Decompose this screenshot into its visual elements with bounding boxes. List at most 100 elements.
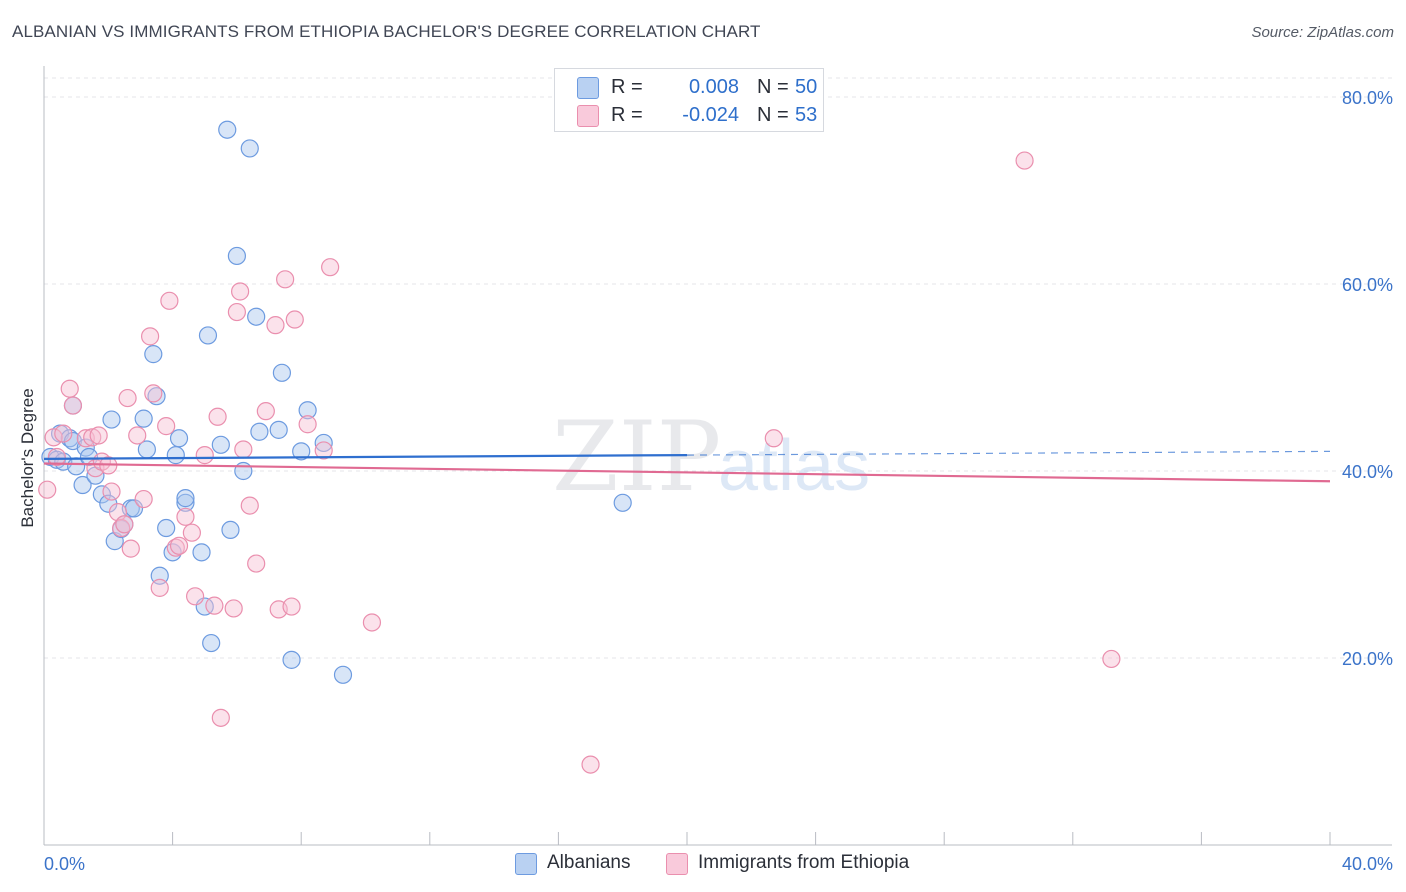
x-tick-label: 0.0% bbox=[44, 854, 85, 874]
point-ethiopia bbox=[47, 447, 66, 467]
point-ethiopia bbox=[121, 539, 140, 558]
legend-r-label: R = bbox=[611, 104, 643, 126]
legend-n-label: N = bbox=[757, 104, 789, 126]
point-ethiopia bbox=[314, 441, 333, 460]
point-ethiopia bbox=[160, 291, 179, 310]
point-ethiopia bbox=[211, 708, 230, 727]
source-label: Source: ZipAtlas.com bbox=[1251, 24, 1394, 41]
point-albanians bbox=[314, 433, 333, 453]
point-albanians bbox=[73, 475, 92, 495]
point-ethiopia bbox=[38, 480, 57, 499]
point-ethiopia bbox=[186, 587, 205, 606]
watermark-zip: ZIP bbox=[552, 401, 721, 513]
point-albanians bbox=[234, 461, 253, 481]
point-ethiopia bbox=[240, 496, 259, 515]
point-albanians bbox=[292, 442, 311, 461]
legend-swatch-blue bbox=[577, 77, 599, 99]
point-ethiopia bbox=[362, 613, 382, 632]
watermark-atlas: atlas bbox=[718, 426, 870, 506]
point-albanians bbox=[221, 520, 240, 540]
legend-n-value: 50 bbox=[795, 76, 818, 98]
point-albanians bbox=[166, 446, 185, 465]
x-tick-label: 40.0% bbox=[1342, 854, 1393, 874]
trend-line-ethiopia bbox=[43, 462, 1331, 483]
point-albanians bbox=[134, 409, 153, 428]
chart-title: ALBANIAN VS IMMIGRANTS FROM ETHIOPIA BAC… bbox=[12, 22, 761, 41]
legend-r-value: 0.008 bbox=[688, 76, 739, 98]
point-ethiopia bbox=[128, 426, 147, 445]
point-ethiopia bbox=[118, 388, 137, 408]
legend-r-value: -0.024 bbox=[682, 104, 739, 126]
point-ethiopia bbox=[266, 316, 285, 335]
point-albanians bbox=[227, 246, 246, 266]
point-ethiopia bbox=[224, 599, 243, 618]
point-albanians bbox=[176, 493, 195, 512]
point-ethiopia bbox=[63, 396, 83, 415]
point-ethiopia bbox=[134, 489, 153, 509]
point-ethiopia bbox=[1102, 649, 1121, 669]
y-axis-title: Bachelor's Degree bbox=[18, 388, 37, 528]
bottom-legend-swatch-blue bbox=[515, 853, 537, 875]
point-albanians bbox=[169, 429, 189, 448]
point-ethiopia bbox=[208, 407, 227, 426]
point-ethiopia bbox=[276, 270, 295, 289]
legend-r-label: R = bbox=[611, 76, 643, 98]
point-ethiopia bbox=[157, 417, 176, 436]
point-albanians bbox=[102, 410, 121, 429]
point-albanians bbox=[250, 422, 269, 441]
point-ethiopia bbox=[321, 258, 340, 277]
point-ethiopia bbox=[247, 554, 266, 573]
y-tick-label: 80.0% bbox=[1342, 88, 1393, 108]
point-ethiopia bbox=[89, 426, 108, 445]
legend-n-label: N = bbox=[757, 76, 789, 98]
point-albanians bbox=[298, 401, 317, 420]
trend-line-albanians bbox=[43, 454, 688, 460]
point-albanians bbox=[202, 633, 221, 653]
point-ethiopia bbox=[205, 596, 224, 615]
point-ethiopia bbox=[256, 402, 275, 421]
y-tick-label: 20.0% bbox=[1342, 649, 1393, 669]
point-ethiopia bbox=[44, 428, 63, 447]
point-ethiopia bbox=[234, 440, 253, 459]
bottom-legend-swatch-pink bbox=[666, 853, 688, 875]
trend-line-albanians-dashed bbox=[686, 450, 1331, 456]
point-albanians bbox=[198, 326, 218, 345]
point-albanians bbox=[218, 120, 237, 139]
point-ethiopia bbox=[1015, 151, 1034, 170]
point-albanians bbox=[240, 139, 259, 158]
point-ethiopia bbox=[764, 429, 783, 448]
point-albanians bbox=[211, 435, 230, 454]
point-albanians bbox=[147, 387, 166, 406]
point-ethiopia bbox=[115, 515, 134, 534]
point-ethiopia bbox=[166, 538, 185, 557]
point-albanians bbox=[333, 665, 353, 684]
point-ethiopia bbox=[176, 507, 195, 526]
point-albanians bbox=[144, 345, 163, 364]
point-ethiopia bbox=[83, 428, 102, 447]
point-ethiopia bbox=[195, 446, 214, 465]
point-albanians bbox=[272, 363, 292, 382]
point-ethiopia bbox=[144, 384, 163, 403]
point-albanians bbox=[176, 489, 195, 508]
point-ethiopia bbox=[298, 415, 317, 434]
point-ethiopia bbox=[140, 327, 160, 346]
stats-legend: R = 0.008 N = 50 R = -0.024 N = 53 bbox=[554, 68, 824, 132]
point-ethiopia bbox=[581, 755, 600, 774]
point-ethiopia bbox=[54, 424, 73, 443]
point-ethiopia bbox=[227, 302, 246, 322]
point-ethiopia bbox=[102, 482, 121, 501]
bottom-legend-label: Albanians bbox=[547, 852, 631, 873]
point-albanians bbox=[157, 518, 176, 538]
point-ethiopia bbox=[60, 379, 79, 398]
y-tick-label: 40.0% bbox=[1342, 462, 1393, 482]
point-albanians bbox=[613, 493, 632, 512]
point-ethiopia bbox=[285, 310, 304, 329]
point-ethiopia bbox=[169, 536, 189, 555]
legend-n-value: 53 bbox=[795, 104, 818, 126]
legend-swatch-pink bbox=[577, 105, 599, 127]
point-ethiopia bbox=[150, 578, 169, 597]
bottom-legend-label: Immigrants from Ethiopia bbox=[698, 852, 910, 873]
point-albanians bbox=[192, 543, 211, 562]
point-albanians bbox=[269, 420, 288, 439]
